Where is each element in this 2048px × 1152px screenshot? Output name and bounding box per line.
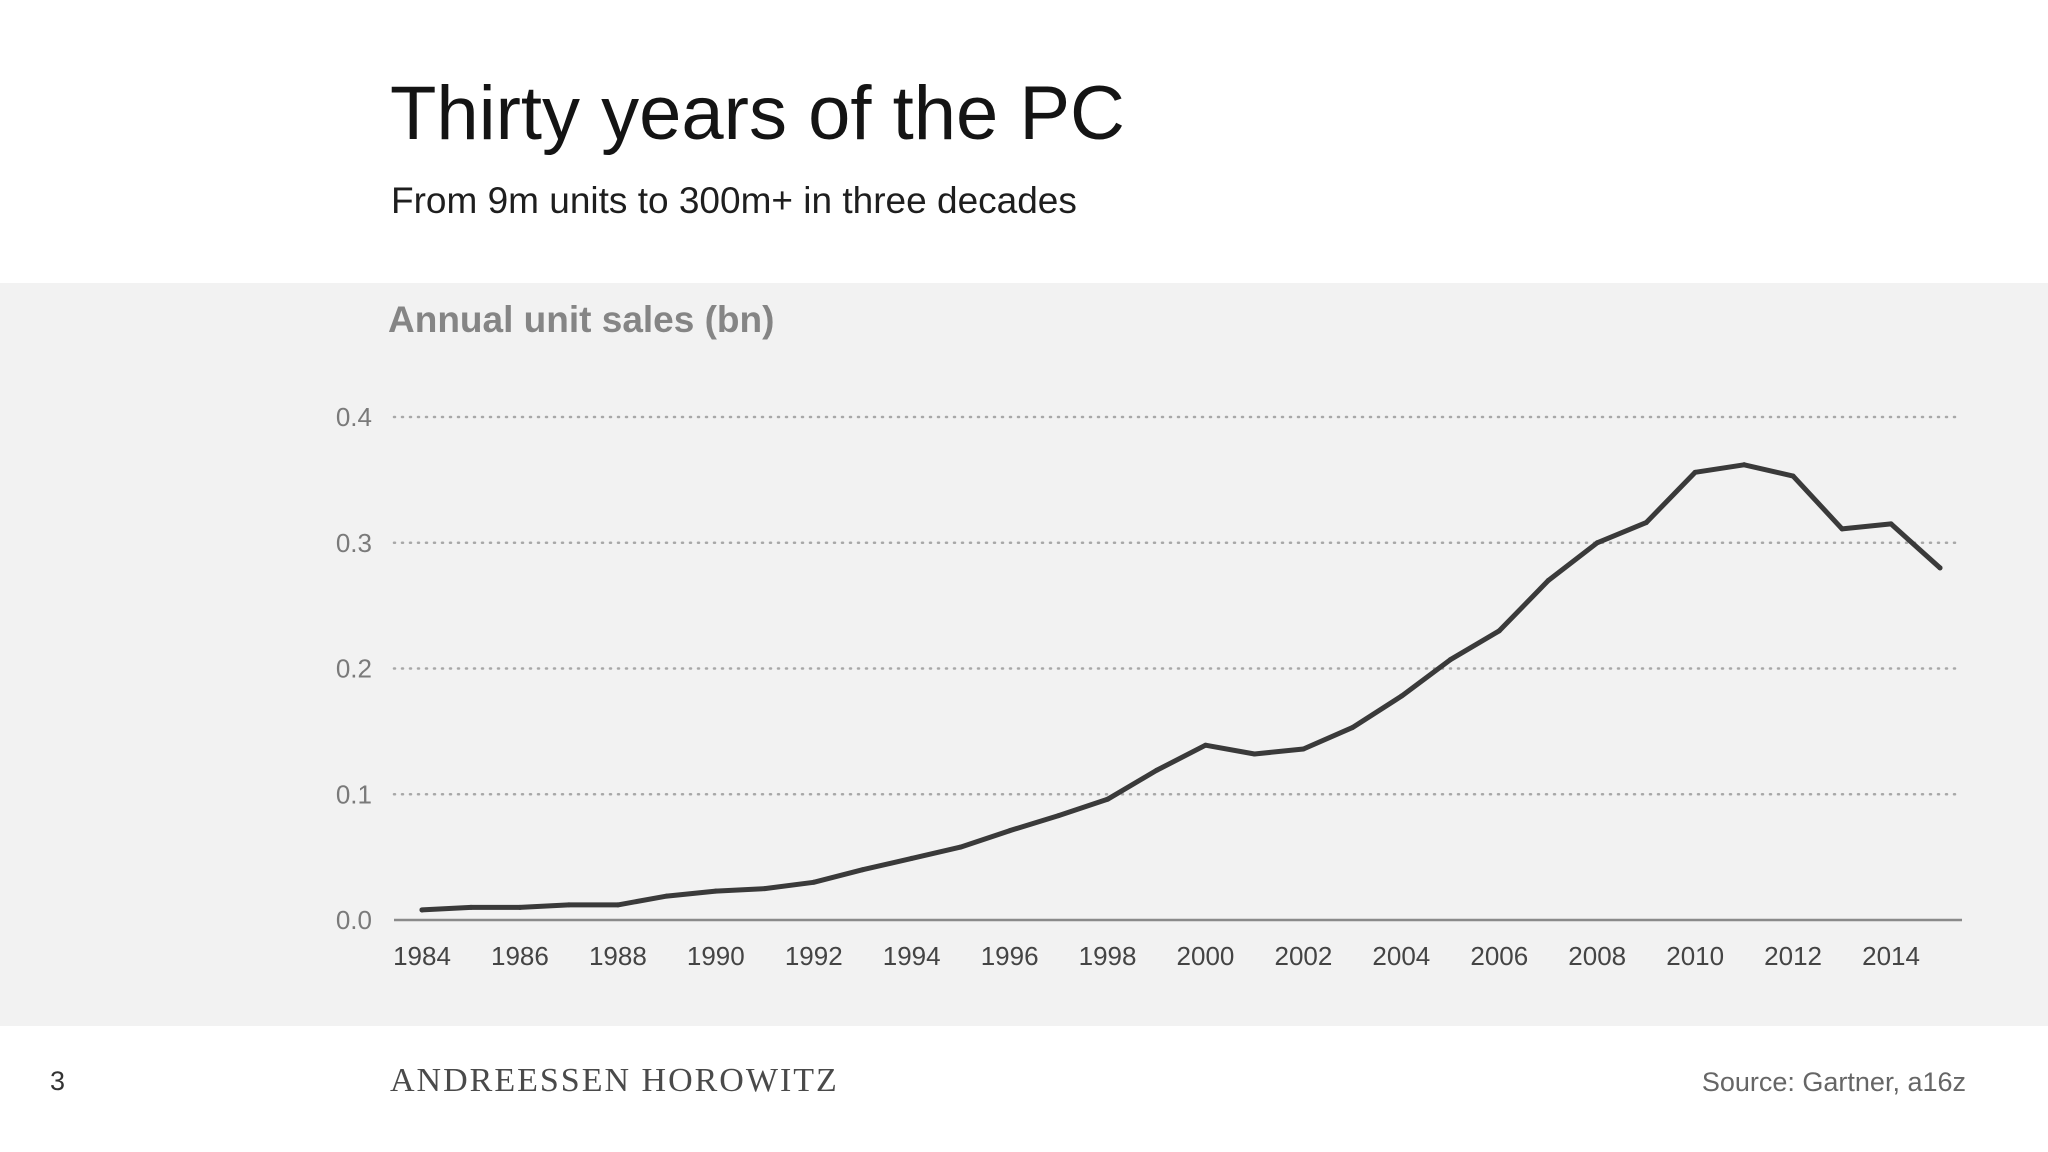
data-point: [1398, 693, 1404, 699]
x-tick-label: 2010: [1666, 941, 1724, 971]
data-point: [566, 902, 572, 908]
data-point: [1447, 657, 1453, 663]
chart-panel: Annual unit sales (bn) 0.0 0.1 0.2 0.3 0.4 1…: [0, 283, 2048, 1026]
data-point: [1545, 577, 1551, 583]
data-point: [419, 907, 425, 913]
y-tick-label: 0.2: [336, 654, 372, 684]
y-tick-label: 0.0: [336, 905, 372, 935]
x-tick-label: 1996: [981, 941, 1039, 971]
data-point: [811, 879, 817, 885]
data-point: [1349, 725, 1355, 731]
data-point: [1105, 796, 1111, 802]
data-point: [762, 886, 768, 892]
x-tick-label: 1984: [393, 941, 451, 971]
data-point: [958, 844, 964, 850]
x-tick-label: 1992: [785, 941, 843, 971]
data-point: [517, 904, 523, 910]
x-tick-label: 2004: [1372, 941, 1430, 971]
x-tick-label: 2006: [1470, 941, 1528, 971]
data-point: [1790, 473, 1796, 479]
x-tick-label: 2008: [1568, 941, 1626, 971]
data-point: [1839, 526, 1845, 532]
data-point: [468, 904, 474, 910]
y-tick-label: 0.3: [336, 528, 372, 558]
x-axis-ticks: 1984 1986 1988 1990 1992 1994 1996 1998 2000 2002…: [393, 941, 1920, 971]
page-title: Thirty years of the PC: [390, 71, 1125, 156]
data-point: [1594, 540, 1600, 546]
series-line: [419, 462, 1943, 913]
x-tick-label: 1990: [687, 941, 745, 971]
x-tick-label: 2014: [1862, 941, 1920, 971]
data-point: [860, 867, 866, 873]
x-tick-label: 2002: [1274, 941, 1332, 971]
data-point: [1154, 767, 1160, 773]
data-point: [1496, 628, 1502, 634]
data-point: [1056, 813, 1062, 819]
data-point: [1007, 828, 1013, 834]
line-chart: Annual unit sales (bn) 0.0 0.1 0.2 0.3 0.4 1…: [336, 299, 1964, 971]
page-number: 3: [50, 1066, 66, 1096]
y-tick-label: 0.1: [336, 779, 372, 809]
data-point: [1643, 520, 1649, 526]
gridlines: [392, 415, 1964, 796]
x-tick-label: 1998: [1079, 941, 1137, 971]
data-point: [1202, 742, 1208, 748]
data-point: [713, 888, 719, 894]
y-axis-label: Annual unit sales (bn): [388, 299, 774, 340]
data-point: [1251, 751, 1257, 757]
data-point: [909, 855, 915, 861]
brand-logo-text: ANDREESSEN HOROWITZ: [390, 1062, 839, 1099]
x-tick-label: 2000: [1177, 941, 1235, 971]
page-subtitle: From 9m units to 300m+ in three decades: [391, 180, 1077, 221]
x-tick-label: 1988: [589, 941, 647, 971]
data-point: [1300, 746, 1306, 752]
data-point: [1692, 469, 1698, 475]
x-tick-label: 1986: [491, 941, 549, 971]
data-point: [615, 902, 621, 908]
source-note: Source: Gartner, a16z: [1701, 1067, 1966, 1097]
data-point: [1741, 462, 1747, 468]
series-group: [419, 462, 1943, 913]
data-point: [1937, 565, 1943, 571]
data-point: [664, 893, 670, 899]
y-tick-label: 0.4: [336, 402, 372, 432]
x-tick-label: 1994: [883, 941, 941, 971]
data-point: [1888, 521, 1894, 527]
y-axis-ticks: 0.0 0.1 0.2 0.3 0.4: [336, 402, 372, 935]
x-tick-label: 2012: [1764, 941, 1822, 971]
